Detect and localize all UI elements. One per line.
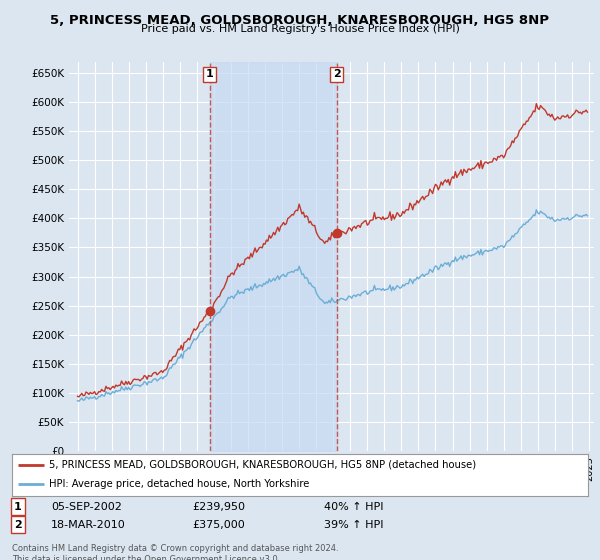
Text: 2: 2 — [333, 69, 341, 80]
Text: 5, PRINCESS MEAD, GOLDSBOROUGH, KNARESBOROUGH, HG5 8NP (detached house): 5, PRINCESS MEAD, GOLDSBOROUGH, KNARESBO… — [49, 460, 476, 470]
Text: £375,000: £375,000 — [192, 520, 245, 530]
Text: 1: 1 — [206, 69, 214, 80]
Text: £239,950: £239,950 — [192, 502, 245, 512]
Text: 39% ↑ HPI: 39% ↑ HPI — [324, 520, 383, 530]
Text: 5, PRINCESS MEAD, GOLDSBOROUGH, KNARESBOROUGH, HG5 8NP: 5, PRINCESS MEAD, GOLDSBOROUGH, KNARESBO… — [50, 14, 550, 27]
Text: 05-SEP-2002: 05-SEP-2002 — [51, 502, 122, 512]
Text: 1: 1 — [14, 502, 22, 512]
Text: 40% ↑ HPI: 40% ↑ HPI — [324, 502, 383, 512]
Text: 18-MAR-2010: 18-MAR-2010 — [51, 520, 126, 530]
Text: 2: 2 — [14, 520, 22, 530]
Text: Price paid vs. HM Land Registry's House Price Index (HPI): Price paid vs. HM Land Registry's House … — [140, 24, 460, 34]
Text: Contains HM Land Registry data © Crown copyright and database right 2024.
This d: Contains HM Land Registry data © Crown c… — [12, 544, 338, 560]
Text: HPI: Average price, detached house, North Yorkshire: HPI: Average price, detached house, Nort… — [49, 479, 310, 489]
